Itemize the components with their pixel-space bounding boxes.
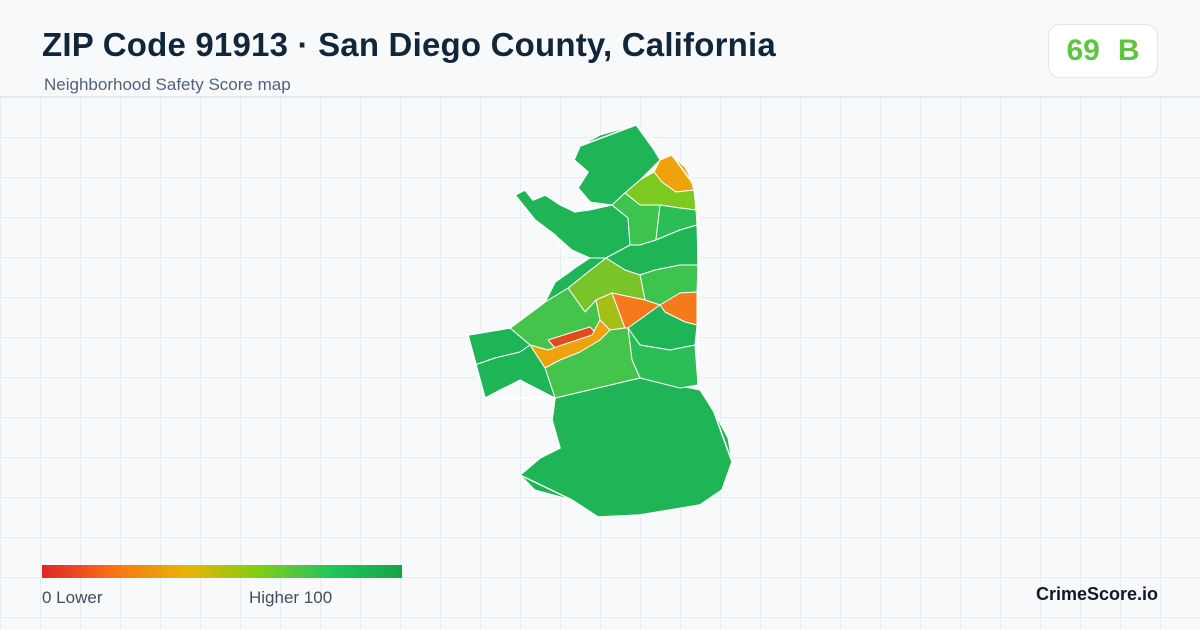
page-subtitle: Neighborhood Safety Score map bbox=[44, 75, 291, 94]
brand-name: CrimeScore.io bbox=[1036, 584, 1159, 604]
legend-high-label: Higher 100 bbox=[249, 588, 333, 607]
legend-gradient-bar bbox=[42, 565, 402, 578]
zip-boundary-outline bbox=[467, 124, 733, 518]
safety-score-value: 69 bbox=[1066, 34, 1100, 67]
page-title: ZIP Code 91913 · San Diego County, Calif… bbox=[42, 26, 776, 63]
safety-score-grade: B bbox=[1117, 34, 1140, 67]
neighborhood-south[interactable] bbox=[519, 377, 733, 518]
neighborhood-far-west-lower[interactable] bbox=[474, 344, 556, 399]
header-divider bbox=[0, 96, 1200, 97]
legend-low-label: 0 Lower bbox=[42, 588, 103, 607]
safety-score-badge: 69 B bbox=[1048, 24, 1158, 78]
neighborhood-southwest[interactable] bbox=[544, 327, 641, 399]
